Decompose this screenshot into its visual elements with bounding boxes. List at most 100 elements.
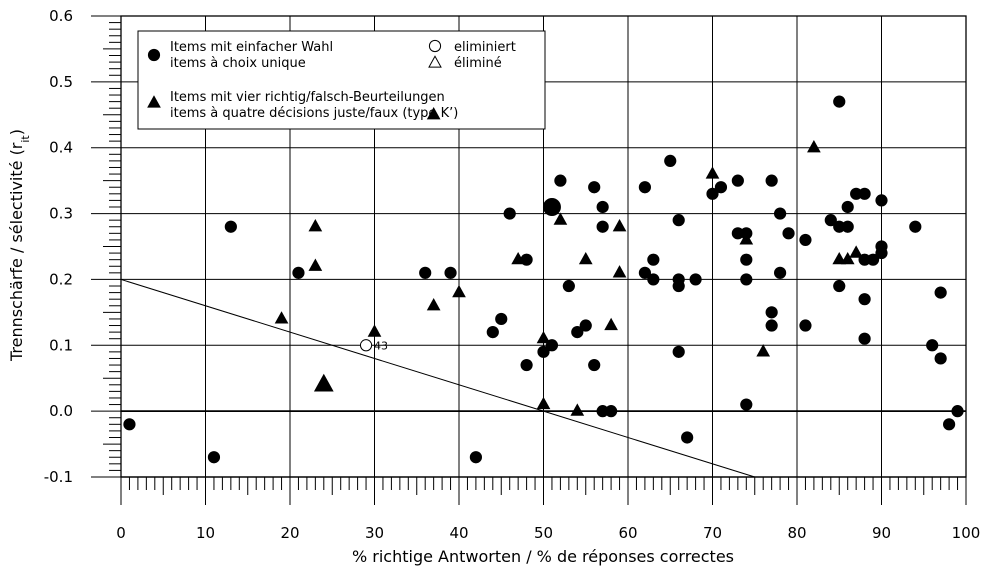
circle-point (731, 174, 744, 187)
circle-point (875, 246, 888, 260)
circle-point (419, 266, 432, 279)
circle-point (224, 220, 237, 233)
legend-eliminated-text-fr: éliminé (454, 56, 502, 71)
x-tick-label: 80 (787, 524, 806, 542)
circle-point (740, 273, 753, 286)
x-tick-label: 70 (703, 524, 722, 542)
legend-circle-text-1: Items mit einfacher Wahl (170, 40, 333, 55)
x-tick-label: 20 (280, 524, 299, 542)
y-tick-label: 0.0 (49, 402, 73, 420)
x-tick-label: 50 (534, 524, 553, 542)
eliminated-circle-point (359, 339, 373, 352)
legend-circle-text-2: items à choix unique (170, 56, 306, 71)
triangle-point (452, 284, 466, 298)
circle-point (672, 279, 685, 293)
circle-point (833, 95, 846, 108)
circle-point (571, 326, 584, 339)
legend-open-triangle-marker (428, 55, 442, 68)
circle-point (740, 253, 753, 266)
x-axis-title: % richtige Antworten / % de réponses cor… (352, 547, 734, 566)
triangle-point (553, 212, 568, 225)
triangle-point (570, 403, 585, 416)
circle-point (537, 345, 550, 358)
triangle-point (308, 219, 323, 232)
triangle-point (807, 139, 821, 153)
y-tick-label: 0.5 (49, 73, 73, 91)
legend-triangle-text-2: items à quatre décisions juste/faux (typ… (170, 106, 458, 121)
circle-point (207, 451, 221, 464)
triangle-point (274, 311, 289, 324)
x-tick-label: 0 (116, 524, 126, 542)
x-tick-label: 30 (365, 524, 384, 542)
y-axis-title-subscript: it (19, 135, 32, 143)
circle-point (866, 253, 880, 266)
circle-point (292, 266, 305, 279)
x-tick-label: 100 (952, 524, 981, 542)
circle-point (596, 200, 609, 214)
circle-point (605, 405, 618, 418)
legend-eliminated-text-de: eliminiert (454, 40, 516, 55)
triangle-point-overlay (426, 107, 441, 120)
reference-line (120, 278, 755, 478)
triangle-point (612, 219, 627, 232)
circle-point (934, 286, 947, 299)
triangle-point (849, 245, 863, 258)
y-tick-label: 0.2 (49, 270, 73, 288)
circle-point (833, 279, 846, 293)
circle-point (774, 266, 787, 279)
circle-point (934, 352, 947, 365)
large-triangle-point (313, 373, 334, 392)
circle-point (672, 214, 685, 227)
x-tick-label: 10 (196, 524, 215, 542)
circle-point (579, 319, 592, 332)
triangle-point (832, 251, 847, 265)
x-tick-label: 40 (449, 524, 468, 542)
circle-point (588, 181, 601, 194)
circle-point (681, 431, 694, 444)
triangle-point (308, 258, 323, 271)
circle-point (765, 174, 778, 187)
triangle-point (536, 330, 551, 344)
triangle-point (511, 251, 525, 265)
x-tick-label: 90 (872, 524, 891, 542)
circle-point (909, 220, 922, 233)
circle-point (714, 181, 728, 194)
circle-point (495, 312, 508, 326)
y-tick-label: 0.3 (49, 205, 73, 223)
circle-point (926, 339, 939, 352)
y-axis-title-main: Trennschärfe / sélectivité (r (7, 142, 26, 362)
triangle-point (536, 396, 551, 410)
circle-point (799, 319, 812, 332)
y-tick-label: -0.1 (44, 468, 73, 486)
triangle-point (756, 344, 771, 357)
circle-point (858, 293, 871, 306)
y-tick-label: 0.4 (49, 139, 73, 157)
circle-point (858, 187, 871, 200)
circle-point (520, 358, 533, 372)
circle-point (740, 398, 753, 411)
y-tick-label: 0.6 (49, 7, 73, 25)
circle-point (562, 279, 575, 293)
y-axis-title: Trennschärfe / sélectivité (rit) (7, 129, 32, 362)
circle-point (672, 345, 685, 358)
circle-point (486, 326, 499, 339)
legend-box (137, 30, 546, 130)
point-annotation: 43 (374, 339, 388, 352)
triangle-point (840, 251, 855, 265)
circle-point (123, 418, 136, 431)
data-points: 43 (123, 95, 964, 464)
legend-triangle-text-1: Items mit vier richtig/falsch-Beurteilun… (170, 90, 445, 105)
circle-point (596, 220, 609, 233)
triangle-point (739, 232, 754, 245)
circle-point (765, 319, 778, 332)
axes: 0 10 20 30 40 50 60 70 80 90 100 -0.1 0.0 0.1 0.2 0.3 0.… (44, 7, 981, 542)
circle-point (554, 174, 567, 187)
circle-point (469, 451, 482, 464)
triangle-point (426, 298, 441, 311)
legend-open-circle-marker (428, 39, 442, 53)
circle-point (875, 194, 888, 207)
y-tick-label: 0.1 (49, 336, 73, 354)
circle-point (943, 418, 956, 431)
circle-point (765, 306, 778, 319)
circle-point (588, 358, 601, 372)
